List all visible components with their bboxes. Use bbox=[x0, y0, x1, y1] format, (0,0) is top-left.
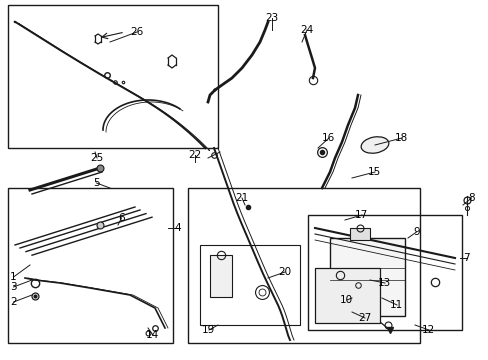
Text: 24: 24 bbox=[299, 25, 313, 35]
Text: 23: 23 bbox=[264, 13, 278, 23]
Bar bbox=[329, 238, 404, 316]
Bar bbox=[8, 5, 218, 148]
Text: 1: 1 bbox=[10, 272, 17, 282]
Text: 4: 4 bbox=[174, 223, 180, 233]
Bar bbox=[314, 268, 379, 323]
Text: 11: 11 bbox=[389, 300, 403, 310]
Text: 6: 6 bbox=[118, 213, 124, 223]
Text: 16: 16 bbox=[321, 133, 335, 143]
Text: 15: 15 bbox=[367, 167, 381, 177]
Text: 17: 17 bbox=[354, 210, 367, 220]
Text: 14: 14 bbox=[146, 330, 159, 340]
Text: 8: 8 bbox=[467, 193, 474, 203]
Bar bbox=[209, 255, 231, 297]
Text: 10: 10 bbox=[339, 295, 352, 305]
Text: 12: 12 bbox=[421, 325, 434, 335]
Text: 5: 5 bbox=[93, 178, 100, 188]
Text: 20: 20 bbox=[278, 267, 290, 277]
Bar bbox=[307, 215, 461, 330]
Text: 26: 26 bbox=[130, 27, 143, 37]
Text: 19: 19 bbox=[202, 325, 215, 335]
Bar bbox=[187, 188, 419, 343]
Text: 25: 25 bbox=[90, 153, 103, 163]
Text: 7: 7 bbox=[462, 253, 468, 263]
Bar bbox=[8, 188, 173, 343]
Text: 21: 21 bbox=[235, 193, 248, 203]
Text: 2: 2 bbox=[10, 297, 17, 307]
Text: 22: 22 bbox=[187, 150, 201, 160]
Text: 9: 9 bbox=[412, 227, 419, 237]
Text: 13: 13 bbox=[377, 278, 390, 288]
Text: 3: 3 bbox=[10, 282, 17, 292]
Ellipse shape bbox=[361, 137, 388, 153]
Text: 18: 18 bbox=[394, 133, 407, 143]
Text: 27: 27 bbox=[357, 313, 370, 323]
Bar bbox=[349, 228, 369, 240]
Bar bbox=[200, 245, 299, 325]
